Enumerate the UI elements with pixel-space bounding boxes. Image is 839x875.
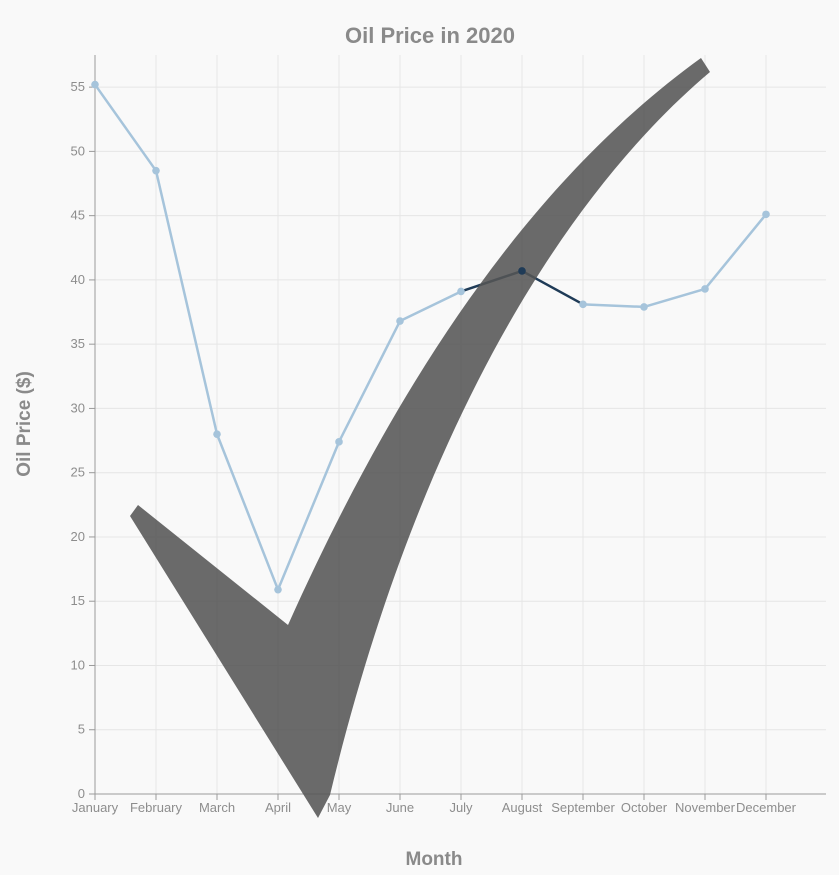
y-tick-label: 50 <box>71 143 85 158</box>
y-tick-label: 40 <box>71 272 85 287</box>
checkmark-shape <box>130 58 710 818</box>
data-point[interactable] <box>274 585 282 594</box>
data-point[interactable] <box>335 438 343 446</box>
chart-title: Oil Price in 2020 <box>345 23 515 48</box>
y-tick-label: 0 <box>78 786 85 801</box>
x-tick-label: May <box>327 800 352 815</box>
data-point[interactable] <box>579 300 587 309</box>
data-point[interactable] <box>640 303 648 311</box>
data-point[interactable] <box>701 285 709 293</box>
y-tick-label: 35 <box>71 336 85 351</box>
series-segment <box>154 169 219 436</box>
x-tick-label: July <box>449 800 473 815</box>
x-tick-label: August <box>502 800 543 815</box>
x-tick-label: February <box>130 800 183 815</box>
series-segment <box>276 440 341 591</box>
series-segment <box>215 432 280 591</box>
y-tick-label: 30 <box>71 400 85 415</box>
y-axis-label: Oil Price ($) <box>14 371 35 477</box>
series-segment <box>337 319 402 444</box>
series-segment <box>398 290 463 323</box>
series-segment <box>703 213 768 291</box>
y-tick-label: 25 <box>71 465 85 480</box>
data-points <box>91 80 770 594</box>
y-tick-label: 45 <box>71 208 85 223</box>
data-point[interactable] <box>213 430 221 438</box>
series-segment <box>93 83 158 172</box>
series-line <box>93 83 768 591</box>
y-tick-label: 20 <box>71 529 85 544</box>
checkmark-overlay <box>130 58 710 818</box>
x-tick-label: March <box>199 800 235 815</box>
x-tick-label: December <box>736 800 797 815</box>
y-tick-label: 55 <box>71 79 85 94</box>
x-tick-label: November <box>675 800 736 815</box>
series-segment <box>642 287 707 309</box>
data-point[interactable] <box>152 166 160 175</box>
data-point[interactable] <box>457 287 465 296</box>
series-segment <box>581 303 646 309</box>
y-tick-label: 15 <box>71 593 85 608</box>
x-tick-label: January <box>72 800 119 815</box>
data-point[interactable] <box>396 317 404 325</box>
x-tick-label: October <box>621 800 668 815</box>
grid <box>94 55 826 795</box>
x-tick-label: June <box>386 800 414 815</box>
data-point[interactable] <box>518 267 526 275</box>
y-tick-label: 10 <box>71 657 85 672</box>
x-tick-label: April <box>265 800 291 815</box>
data-point[interactable] <box>762 210 770 219</box>
x-tick-label: September <box>551 800 615 815</box>
axes: 0 5 10 15 20 25 30 35 40 45 50 55 January February Mar… <box>71 55 826 815</box>
y-tick-label: 5 <box>78 722 85 737</box>
x-axis-label: Month <box>406 849 463 870</box>
data-point[interactable] <box>91 80 99 89</box>
